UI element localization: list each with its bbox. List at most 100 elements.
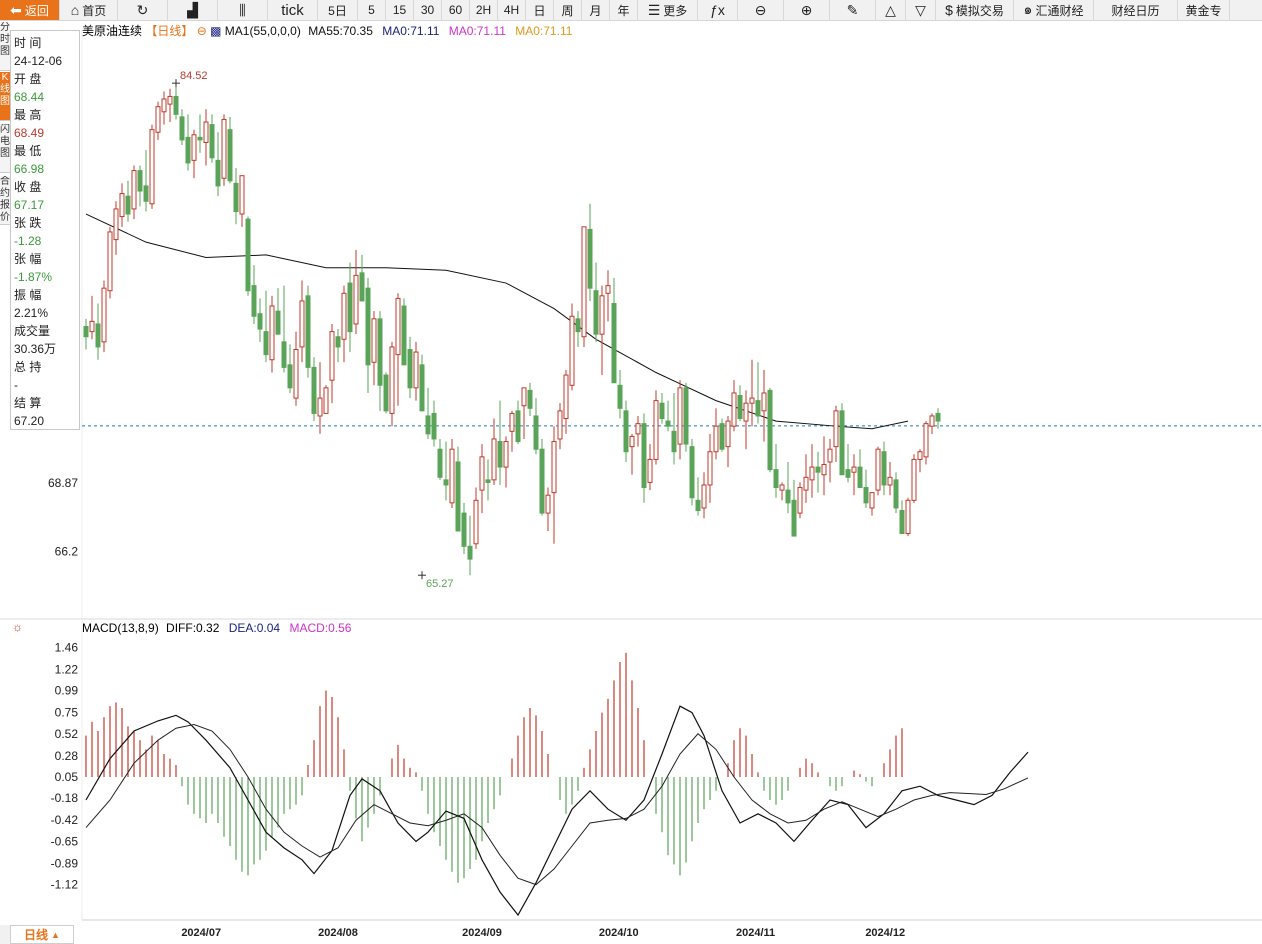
candle[interactable] <box>257 298 263 342</box>
lock-icon[interactable]: ⊖ <box>197 24 210 38</box>
ma-setting[interactable]: MA1(55,0,0,0) <box>225 24 301 38</box>
candle[interactable] <box>623 400 629 462</box>
candle[interactable] <box>149 124 155 209</box>
macd-setting-icon[interactable]: ☼ <box>12 620 23 634</box>
candle[interactable] <box>467 515 473 576</box>
candle[interactable] <box>785 461 791 514</box>
candle[interactable] <box>845 444 851 483</box>
candle[interactable] <box>743 390 749 450</box>
candle[interactable] <box>491 418 497 485</box>
candle[interactable] <box>851 454 857 496</box>
candle[interactable] <box>809 444 815 498</box>
candle[interactable] <box>899 500 905 535</box>
candle[interactable] <box>299 280 305 363</box>
candle[interactable] <box>455 446 461 532</box>
candle[interactable] <box>341 285 347 363</box>
candle[interactable] <box>629 433 635 475</box>
toolbar-up-button[interactable]: △ <box>876 0 906 20</box>
toolbar-zoomin-button[interactable]: ⊕ <box>784 0 830 20</box>
candle[interactable] <box>761 369 767 442</box>
candle[interactable] <box>689 438 695 506</box>
candle[interactable] <box>587 203 593 301</box>
toolbar-more-button[interactable]: ☰ 更多 <box>638 0 698 20</box>
candle[interactable] <box>749 359 755 427</box>
candle[interactable] <box>653 390 659 465</box>
candle[interactable] <box>659 392 665 424</box>
candle[interactable] <box>155 101 161 140</box>
candle[interactable] <box>485 459 491 501</box>
candle[interactable] <box>563 369 569 434</box>
candle[interactable] <box>557 403 563 450</box>
candle[interactable] <box>527 382 533 416</box>
toolbar-week-button[interactable]: 周 <box>554 0 582 20</box>
candle[interactable] <box>125 180 131 222</box>
candle[interactable] <box>737 385 743 422</box>
candle[interactable] <box>725 415 731 468</box>
toolbar-bar-button[interactable]: ▟ <box>168 0 218 20</box>
candle[interactable] <box>731 380 737 432</box>
candle[interactable] <box>893 472 899 514</box>
candle[interactable] <box>275 288 281 335</box>
candle[interactable] <box>191 129 197 179</box>
left-tab-0[interactable]: 分时图 <box>0 22 10 71</box>
candle[interactable] <box>887 461 893 496</box>
candle[interactable] <box>221 114 227 186</box>
candle[interactable] <box>773 444 779 498</box>
candle[interactable] <box>701 472 707 519</box>
candle[interactable] <box>647 444 653 491</box>
toolbar-draw-button[interactable]: ✎ <box>830 0 876 20</box>
candle[interactable] <box>347 262 353 353</box>
candle[interactable] <box>413 341 419 401</box>
candle[interactable] <box>815 451 821 493</box>
candle[interactable] <box>617 369 623 419</box>
toolbar-month-button[interactable]: 月 <box>582 0 610 20</box>
candle[interactable] <box>281 285 287 373</box>
toolbar-m60-button[interactable]: 60 <box>442 0 470 20</box>
candle[interactable] <box>635 415 641 447</box>
period-switch-tab[interactable]: 日线 ▲ <box>10 925 74 944</box>
toolbar-m5-button[interactable]: 5 <box>358 0 386 20</box>
candle[interactable] <box>419 354 425 412</box>
toolbar-m30-button[interactable]: 30 <box>414 0 442 20</box>
candle[interactable] <box>863 469 869 508</box>
candle[interactable] <box>869 492 875 516</box>
candle[interactable] <box>263 290 269 363</box>
toolbar-h2-button[interactable]: 2H <box>470 0 498 20</box>
candle[interactable] <box>683 382 689 452</box>
candle[interactable] <box>359 254 365 302</box>
candle[interactable] <box>515 400 521 445</box>
candle[interactable] <box>569 303 575 391</box>
toolbar-day-button[interactable]: 日 <box>526 0 554 20</box>
candle[interactable] <box>329 323 335 404</box>
candle[interactable] <box>797 482 803 519</box>
candle[interactable] <box>905 497 911 537</box>
candle[interactable] <box>695 477 701 516</box>
candle[interactable] <box>185 114 191 171</box>
candle[interactable] <box>875 446 881 496</box>
candle[interactable] <box>539 438 545 516</box>
candle[interactable] <box>353 249 359 335</box>
candle[interactable] <box>425 387 431 439</box>
candle[interactable] <box>791 479 797 537</box>
macd-panel[interactable]: 1.46 1.22 0.99 0.75 0.52 0.28 0.05 -0.18 -0.42 -0… <box>51 640 1029 917</box>
candle[interactable] <box>83 318 89 350</box>
toolbar-zoomout-button[interactable]: ⊖ <box>738 0 784 20</box>
candle[interactable] <box>269 295 275 373</box>
toolbar-kline-button[interactable]: ⫼ <box>218 0 268 20</box>
candle[interactable] <box>323 385 329 414</box>
candle[interactable] <box>917 449 923 473</box>
candle[interactable] <box>935 408 941 429</box>
candle[interactable] <box>287 344 293 393</box>
candle[interactable] <box>131 165 137 220</box>
toolbar-h4-button[interactable]: 4H <box>498 0 526 20</box>
toolbar-m15-button[interactable]: 15 <box>386 0 414 20</box>
candle[interactable] <box>593 262 599 342</box>
candle[interactable] <box>755 362 761 424</box>
candle[interactable] <box>173 83 179 120</box>
candle[interactable] <box>215 132 221 197</box>
candle[interactable] <box>779 482 785 501</box>
candle[interactable] <box>449 438 455 508</box>
candle[interactable] <box>551 426 557 544</box>
candle[interactable] <box>641 413 647 503</box>
toolbar-5d-button[interactable]: 5日 <box>318 0 358 20</box>
